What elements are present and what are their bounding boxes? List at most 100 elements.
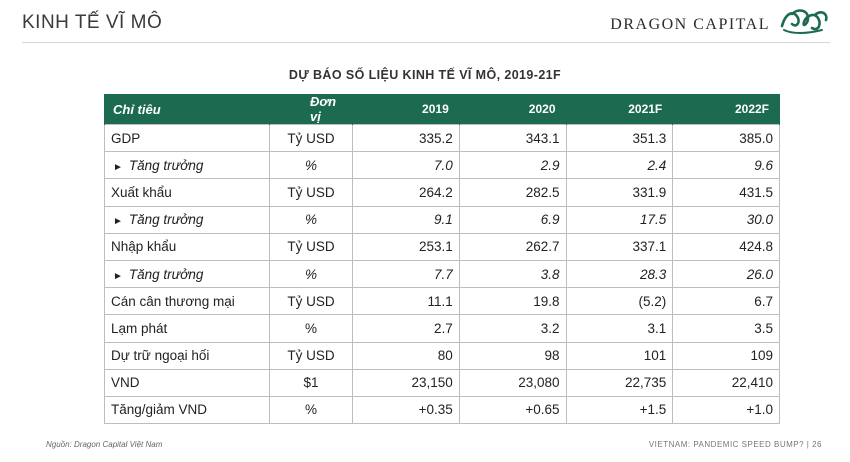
row-label: Tăng trưởng xyxy=(128,266,204,282)
row-value: +1.5 xyxy=(565,395,674,425)
row-unit: % xyxy=(269,395,353,425)
row-unit: Tỷ USD xyxy=(269,123,353,153)
table-header-row: Chỉ tiêu Đơn vị 2019 2020 2021F 2022F xyxy=(104,94,780,125)
row-label: Dự trữ ngoại hối xyxy=(111,348,210,364)
row-unit: % xyxy=(269,151,353,180)
row-value: 424.8 xyxy=(672,232,780,261)
dragon-logo-icon xyxy=(780,9,828,34)
row-label-cell: Tăng/giảm VND xyxy=(104,395,270,425)
row-unit: Tỷ USD xyxy=(269,232,353,261)
row-unit: % xyxy=(269,314,353,343)
triangle-bullet-icon: ► xyxy=(113,270,123,282)
table-row-growth: ► Tăng trưởng% 7.7 3.8 28.3 26.0 xyxy=(104,259,780,289)
row-value: (5.2) xyxy=(565,287,674,316)
row-unit: % xyxy=(269,259,353,289)
row-value: 26.0 xyxy=(672,259,780,289)
row-value: +1.0 xyxy=(672,395,780,425)
table-row: Nhập khẩu Tỷ USD 253.1 262.7 337.1 424.8 xyxy=(104,232,780,261)
triangle-bullet-icon: ► xyxy=(113,216,123,228)
row-value: 331.9 xyxy=(565,178,674,207)
row-value: 28.3 xyxy=(565,259,674,289)
row-value: 7.7 xyxy=(352,259,460,289)
row-unit: % xyxy=(269,205,353,234)
row-value: 282.5 xyxy=(458,178,567,207)
row-value: 80 xyxy=(352,341,460,370)
row-value: 337.1 xyxy=(565,232,674,261)
row-value: 2.9 xyxy=(458,151,567,180)
row-value: 2.4 xyxy=(565,151,674,180)
row-label-cell: Dự trữ ngoại hối xyxy=(104,341,270,370)
row-value: 351.3 xyxy=(565,123,674,153)
row-label-cell: ► Tăng trưởng xyxy=(104,259,270,289)
row-value: 3.1 xyxy=(565,314,674,343)
row-value: 22,735 xyxy=(565,368,674,397)
row-value: +0.35 xyxy=(352,395,460,425)
row-value: +0.65 xyxy=(458,395,567,425)
row-label: Tăng trưởng xyxy=(128,157,204,173)
row-label: Cán cân thương mại xyxy=(111,293,235,309)
row-value: 11.1 xyxy=(352,287,460,316)
row-label: Tăng/giảm VND xyxy=(111,402,208,418)
page-title: KINH TẾ VĨ MÔ xyxy=(22,12,163,33)
row-value: 19.8 xyxy=(458,287,567,316)
row-value: 98 xyxy=(458,341,567,370)
row-label-cell: GDP xyxy=(104,123,270,153)
column-header-unit: Đơn vị xyxy=(269,94,353,125)
row-label: GDP xyxy=(111,130,141,146)
row-value: 22,410 xyxy=(672,368,780,397)
macro-forecast-table: Chỉ tiêu Đơn vị 2019 2020 2021F 2022F GD… xyxy=(104,94,780,425)
row-unit: Tỷ USD xyxy=(269,287,353,316)
row-label-cell: VND xyxy=(104,368,270,397)
row-unit: $1 xyxy=(269,368,353,397)
row-value: 335.2 xyxy=(352,123,460,153)
row-value: 6.7 xyxy=(672,287,780,316)
row-unit: Tỷ USD xyxy=(269,341,353,370)
brand-name: DRAGON CAPITAL xyxy=(610,16,770,33)
row-label: Nhập khẩu xyxy=(111,239,177,255)
row-label-cell: ► Tăng trưởng xyxy=(104,205,270,234)
row-value: 2.7 xyxy=(352,314,460,343)
row-value: 23,080 xyxy=(458,368,567,397)
row-value: 3.2 xyxy=(458,314,567,343)
row-label: Lạm phát xyxy=(111,320,168,336)
table-row: Dự trữ ngoại hối Tỷ USD 80 98 101 109 xyxy=(104,341,780,370)
row-value: 264.2 xyxy=(352,178,460,207)
row-label-cell: Lạm phát xyxy=(104,314,270,343)
row-value: 262.7 xyxy=(458,232,567,261)
row-value: 385.0 xyxy=(672,123,780,153)
source-note: Nguồn: Dragon Capital Việt Nam xyxy=(46,440,163,449)
column-header-indicator: Chỉ tiêu xyxy=(104,94,270,125)
footer-page-label: VIETNAM: PANDEMIC SPEED BUMP? | 26 xyxy=(648,440,822,449)
triangle-bullet-icon: ► xyxy=(113,161,123,173)
row-label-cell: Cán cân thương mại xyxy=(104,287,270,316)
row-value: 109 xyxy=(672,341,780,370)
table-title: DỰ BÁO SỐ LIỆU KINH TẾ VĨ MÔ, 2019-21F xyxy=(288,68,562,82)
table-row: Lạm phát% 2.7 3.2 3.1 3.5 xyxy=(104,314,780,343)
row-unit: Tỷ USD xyxy=(269,178,353,207)
column-header-2022f: 2022F xyxy=(672,94,780,125)
row-value: 30.0 xyxy=(672,205,780,234)
row-value: 343.1 xyxy=(458,123,567,153)
row-value: 6.9 xyxy=(458,205,567,234)
row-value: 23,150 xyxy=(352,368,460,397)
column-header-2019: 2019 xyxy=(352,94,460,125)
table-row: Xuất khẩu Tỷ USD 264.2 282.5 331.9 431.5 xyxy=(104,178,780,207)
row-label-cell: Xuất khẩu xyxy=(104,178,270,207)
row-value: 9.6 xyxy=(672,151,780,180)
column-header-2021f: 2021F xyxy=(565,94,674,125)
row-value: 101 xyxy=(565,341,674,370)
row-value: 3.8 xyxy=(458,259,567,289)
table-row-growth: ► Tăng trưởng% 7.0 2.9 2.4 9.6 xyxy=(104,151,780,180)
table-row: Cán cân thương mại Tỷ USD 11.1 19.8 (5.2) 6.7 xyxy=(104,287,780,316)
row-label-cell: ► Tăng trưởng xyxy=(104,151,270,180)
table-row-growth: ► Tăng trưởng% 9.1 6.9 17.5 30.0 xyxy=(104,205,780,234)
row-value: 9.1 xyxy=(352,205,460,234)
row-label: Tăng trưởng xyxy=(128,212,204,228)
row-value: 7.0 xyxy=(352,151,460,180)
row-label: Xuất khẩu xyxy=(111,184,172,200)
row-value: 3.5 xyxy=(672,314,780,343)
table-row: GDP Tỷ USD 335.2 343.1 351.3 385.0 xyxy=(104,123,780,153)
brand: DRAGON CAPITAL xyxy=(610,6,830,36)
row-label-cell: Nhập khẩu xyxy=(104,232,270,261)
table-row: VND $1 23,150 23,080 22,735 22,410 xyxy=(104,368,780,397)
